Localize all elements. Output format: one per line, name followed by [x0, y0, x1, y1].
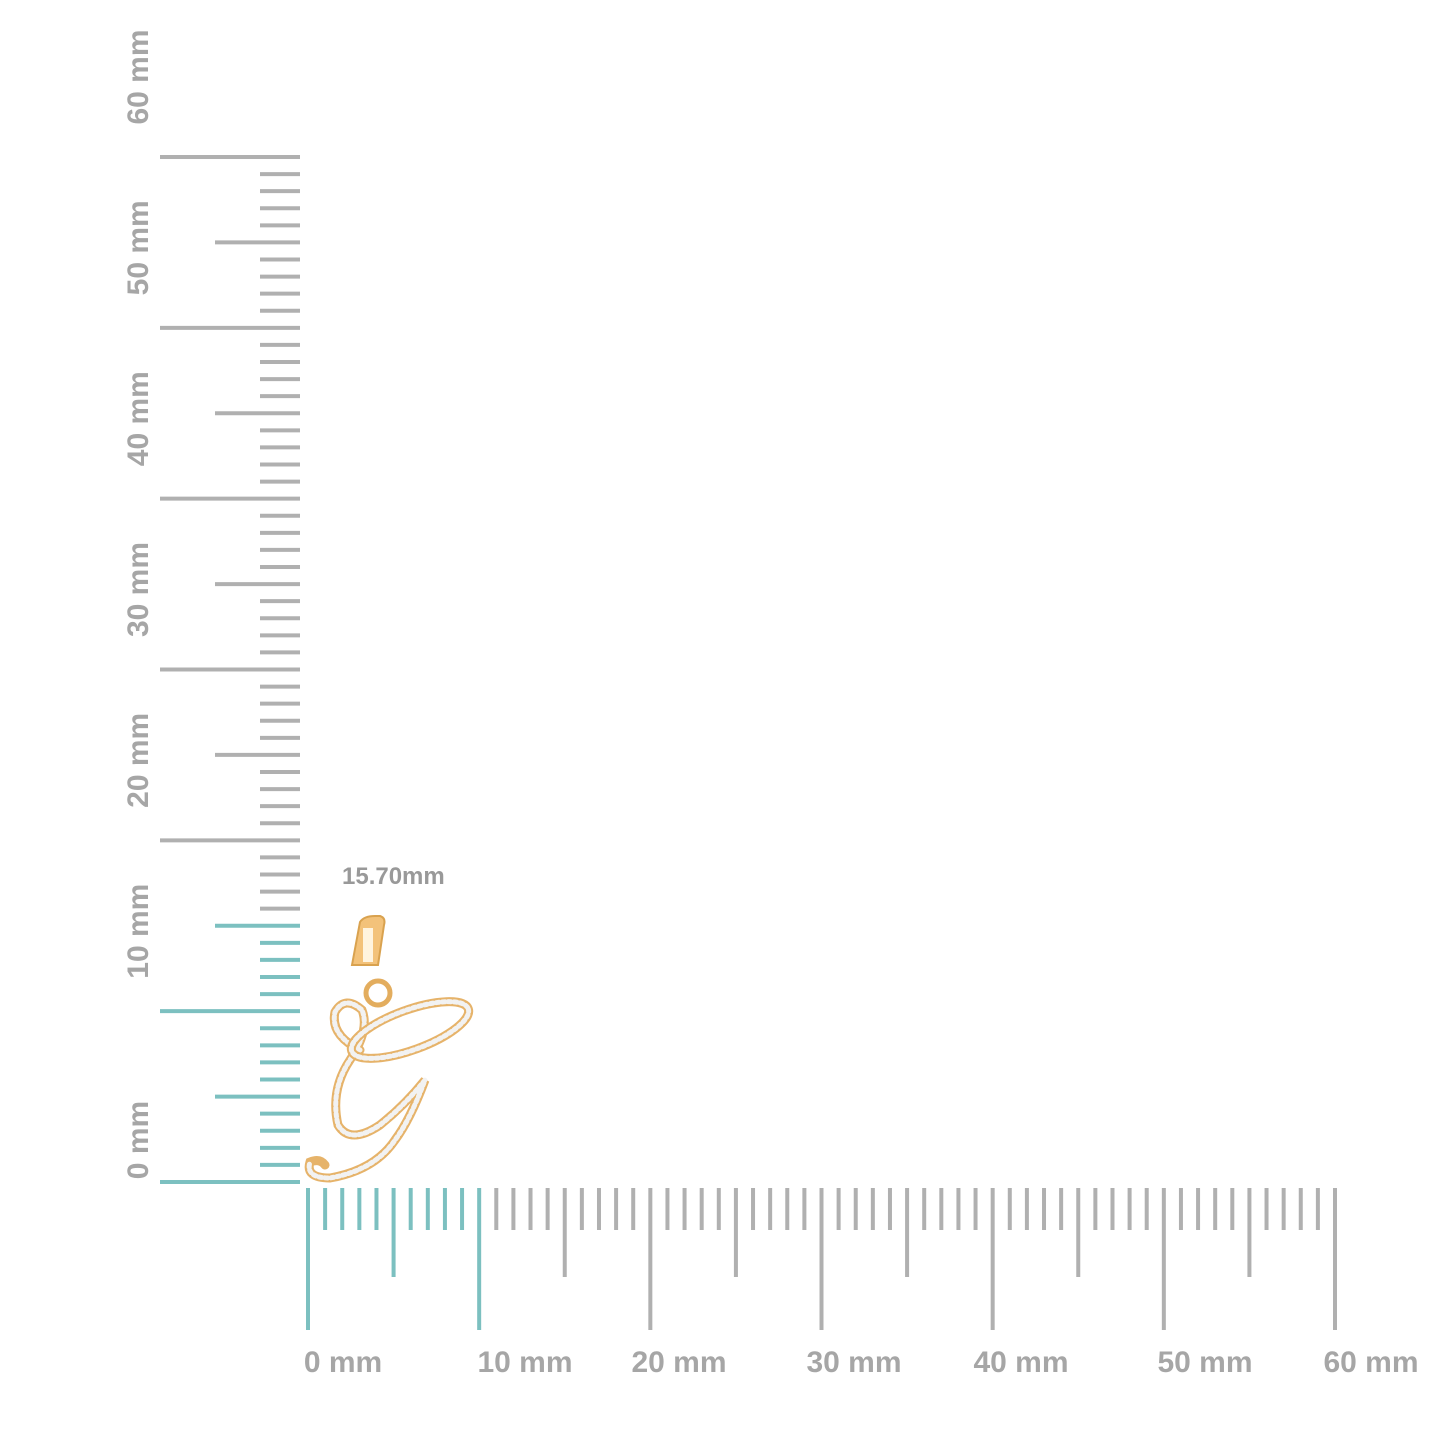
horizontal-label: 20 mm — [631, 1346, 726, 1379]
vertical-label: 50 mm — [122, 200, 155, 295]
horizontal-label: 10 mm — [477, 1346, 572, 1379]
vertical-label: 40 mm — [122, 371, 155, 466]
vertical-label: 20 mm — [122, 713, 155, 808]
horizontal-label: 30 mm — [806, 1346, 901, 1379]
horizontal-label: 40 mm — [973, 1346, 1068, 1379]
vertical-label: 60 mm — [122, 29, 155, 124]
ruler-labels: 0 mm 10 mm 20 mm 30 mm 40 mm 50 mm 60 mm 0 mm 10… — [122, 29, 1419, 1379]
measurement-label: 15.70mm — [342, 863, 445, 890]
ruler-ticks — [160, 155, 1337, 1330]
horizontal-label: 60 mm — [1323, 1346, 1418, 1379]
horizontal-label: 50 mm — [1157, 1346, 1252, 1379]
pendant — [304, 915, 474, 1183]
vertical-label: 10 mm — [122, 884, 155, 979]
horizontal-label: 0 mm — [304, 1346, 382, 1379]
vertical-label: 0 mm — [122, 1101, 155, 1179]
vertical-label: 30 mm — [122, 542, 155, 637]
